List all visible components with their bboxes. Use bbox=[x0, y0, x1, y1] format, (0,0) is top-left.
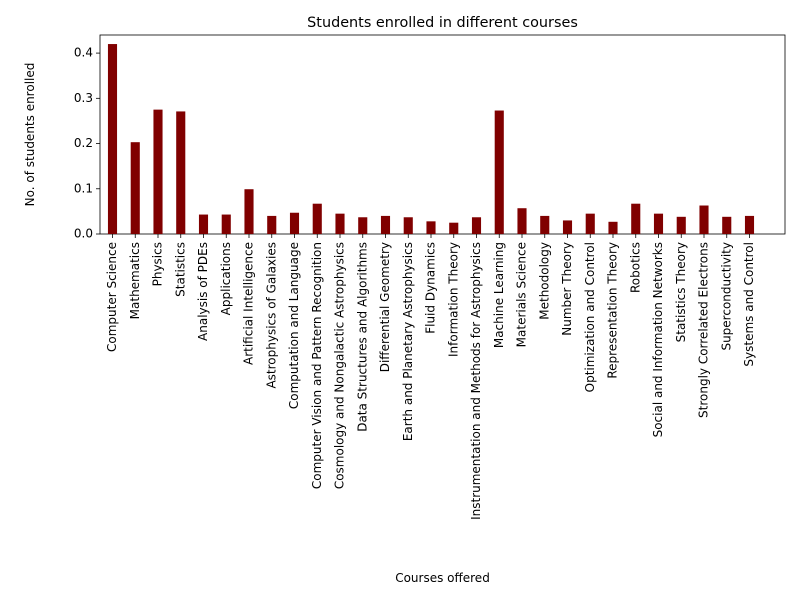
y-axis-ticks: 0.0 0.1 0.2 0.3 0.4 bbox=[74, 46, 100, 241]
x-tick-label: Superconductivity bbox=[719, 242, 733, 351]
bar bbox=[244, 189, 254, 234]
bar bbox=[471, 217, 482, 234]
bar bbox=[403, 217, 413, 234]
x-tick-label: Data Structures and Algorithms bbox=[355, 242, 369, 432]
y-tick-label: 0.3 bbox=[74, 91, 93, 105]
x-axis-label: Courses offered bbox=[395, 571, 490, 585]
x-tick-label: Statistics bbox=[173, 242, 187, 297]
x-tick-label: Analysis of PDEs bbox=[196, 242, 210, 341]
bar bbox=[585, 213, 595, 234]
bar bbox=[426, 221, 436, 234]
plot-area bbox=[99, 34, 786, 235]
bar bbox=[653, 213, 664, 234]
x-tick-label: Applications bbox=[219, 242, 233, 315]
x-tick-label: Social and Information Networks bbox=[651, 242, 665, 437]
x-tick-label: Astrophysics of Galaxies bbox=[264, 242, 278, 389]
y-tick-label: 0.2 bbox=[74, 136, 93, 150]
chart-title: Students enrolled in different courses bbox=[307, 15, 578, 31]
x-tick-label: Materials Science bbox=[515, 242, 529, 347]
bar bbox=[335, 213, 345, 234]
x-tick-label: Computer Science bbox=[105, 242, 119, 352]
x-tick-label: Systems and Control bbox=[742, 242, 756, 367]
x-tick-label: Earth and Planetary Astrophysics bbox=[401, 242, 415, 441]
x-tick-label: Fluid Dynamics bbox=[424, 242, 438, 334]
x-tick-label: Information Theory bbox=[446, 242, 460, 357]
x-tick-label: Instrumentation and Methods for Astrophy… bbox=[469, 242, 483, 520]
bar bbox=[494, 110, 504, 234]
bar bbox=[153, 109, 163, 235]
y-tick-label: 0.1 bbox=[74, 181, 93, 195]
bars-group bbox=[107, 44, 755, 235]
bar bbox=[517, 208, 527, 234]
x-tick-label: Physics bbox=[151, 242, 165, 286]
x-tick-label: Statistics Theory bbox=[674, 242, 688, 342]
y-tick-label: 0.0 bbox=[74, 227, 93, 241]
x-tick-label: Machine Learning bbox=[492, 242, 506, 348]
x-tick-label: Cosmology and Nongalactic Astrophysics bbox=[333, 242, 347, 489]
x-tick-label: Artificial Intelligence bbox=[242, 242, 256, 365]
bar bbox=[449, 222, 459, 234]
x-tick-label: Strongly Correlated Electrons bbox=[697, 242, 711, 418]
x-tick-label: Number Theory bbox=[560, 242, 574, 336]
bar bbox=[562, 220, 573, 234]
x-axis-ticks: Computer Science Mathematics Physics Statis… bbox=[105, 234, 756, 520]
y-tick-label: 0.4 bbox=[74, 46, 93, 60]
bar bbox=[380, 215, 391, 234]
bar bbox=[631, 203, 641, 234]
bar bbox=[699, 205, 709, 234]
bar bbox=[198, 214, 209, 234]
bar bbox=[540, 215, 550, 234]
x-tick-label: Methodology bbox=[537, 242, 551, 320]
bar bbox=[608, 221, 618, 234]
bar bbox=[289, 212, 300, 234]
bar bbox=[130, 142, 140, 234]
y-axis-label: No. of students enrolled bbox=[23, 63, 37, 207]
bar bbox=[744, 215, 755, 234]
bar bbox=[176, 111, 186, 234]
bar bbox=[267, 215, 277, 234]
bar bbox=[312, 203, 322, 234]
x-tick-label: Optimization and Control bbox=[583, 242, 597, 392]
x-tick-label: Differential Geometry bbox=[378, 242, 392, 372]
x-tick-label: Robotics bbox=[628, 242, 642, 293]
bar bbox=[221, 214, 231, 234]
x-tick-label: Computation and Language bbox=[287, 242, 301, 409]
bar bbox=[676, 216, 686, 234]
bar bbox=[358, 217, 368, 234]
bar bbox=[722, 216, 732, 234]
bar bbox=[107, 44, 118, 234]
x-tick-label: Mathematics bbox=[128, 242, 142, 319]
plot-frame bbox=[99, 34, 786, 235]
x-tick-label: Computer Vision and Pattern Recognition bbox=[310, 242, 324, 489]
x-tick-label: Representation Theory bbox=[606, 242, 620, 379]
